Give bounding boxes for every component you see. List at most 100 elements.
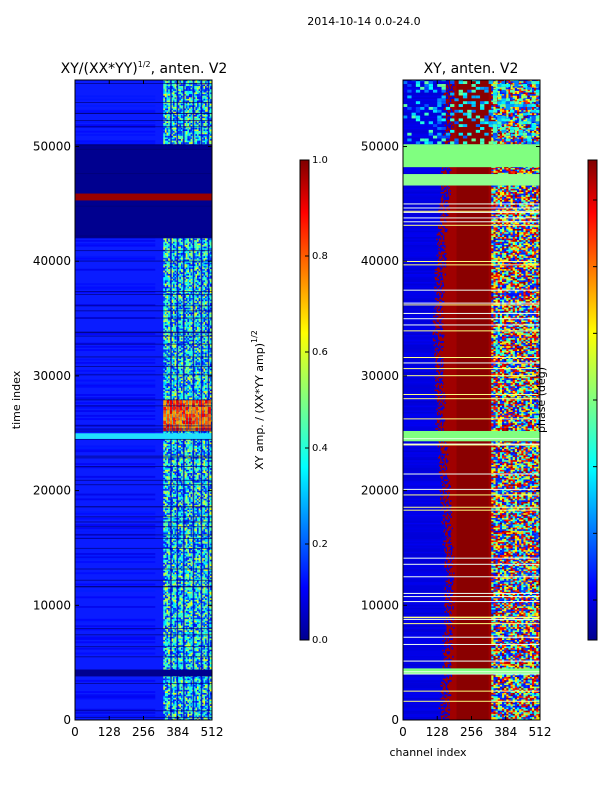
left-heatmap-cell [184,711,187,714]
left-heatmap-cell [166,509,169,512]
left-heatmap-cell [163,482,166,485]
left-heatmap-cell [195,654,198,657]
left-heatmap-cell [197,517,199,520]
left-heatmap-cell [180,628,183,631]
left-heatmap-cell [168,605,171,608]
left-heatmap-cell [195,700,198,703]
left-heatmap-cell [180,633,183,636]
left-heatmap-cell [188,687,191,690]
left-heatmap-cell [205,699,207,702]
left-heatmap-cell [177,567,180,570]
left-heatmap-cell [203,618,206,621]
left-heatmap-cell [168,583,171,586]
left-heatmap-cell [168,676,171,679]
left-heatmap-cell [201,524,204,527]
left-heatmap-cell [198,570,201,573]
left-heatmap-cell [190,638,193,641]
left-heatmap-cell [203,512,206,515]
left-heatmap-cell [171,532,174,535]
left-heatmap-cell [174,588,177,591]
left-heatmap-cell [168,718,171,720]
left-heatmap-cell [193,577,196,579]
left-heatmap-cell [209,702,212,705]
left-heatmap-cell [168,634,171,637]
left-heatmap-cell [188,544,191,547]
left-heatmap-cell [188,495,191,498]
left-heatmap-cell [164,676,167,679]
left-heatmap-cell [195,707,198,710]
left-heatmap-cell [203,583,206,586]
left-heatmap-cell [188,699,191,702]
left-heatmap-cell [168,615,171,618]
left-heatmap-cell [163,522,166,525]
left-heatmap-cell [172,544,175,547]
left-heatmap-cell [168,488,171,491]
left-heatmap-cell [166,503,169,506]
left-heatmap-cell [172,642,175,645]
left-heatmap-cell [193,665,196,668]
left-heatmap-cell [187,713,190,716]
left-heatmap-cell [164,718,167,720]
left-heatmap-cell [201,570,204,573]
left-heatmap-cell [172,630,175,632]
left-heatmap-cell [188,503,191,506]
left-heatmap-cell [193,705,196,708]
left-heatmap-cell [180,586,183,589]
left-heatmap-cell [174,663,177,666]
left-heatmap-cell [209,596,212,599]
left-heatmap-cell [164,702,167,705]
left-heatmap-cell [166,652,169,655]
left-heatmap-cell [166,485,169,488]
left-heatmap-cell [190,634,193,637]
left-heatmap-cell [188,541,191,544]
left-heatmap-cell [188,570,191,573]
left-heatmap-cell [180,509,183,512]
left-heatmap-cell [206,622,209,624]
left-heatmap-cell [190,551,193,554]
left-heatmap-cell [166,530,169,533]
left-heatmap-cell [197,691,199,694]
left-heatmap-cell [164,522,167,525]
left-heatmap-cell [179,612,182,615]
left-heatmap-cell [163,705,166,708]
left-heatmap-cell [206,609,209,612]
left-heatmap-cell [193,610,196,613]
left-heatmap-cell [190,561,193,563]
left-heatmap-cell [195,663,198,666]
left-heatmap-cell [198,561,201,563]
left-heatmap-cell [206,583,209,586]
left-heatmap-cell [185,496,188,499]
left-heatmap-cell [184,614,187,616]
left-heatmap-cell [179,667,182,669]
left-heatmap-cell [177,541,180,544]
left-heatmap-cell [195,644,198,647]
left-heatmap-cell [168,654,171,657]
left-heatmap-cell [185,597,188,600]
left-heatmap-cell [174,623,177,626]
left-heatmap-cell [205,641,207,644]
left-heatmap-cell [205,676,207,679]
left-heatmap-cell [193,700,196,703]
left-heatmap-cell [197,604,199,607]
left-heatmap-cell [168,463,171,465]
left-heatmap-cell [187,559,190,562]
left-heatmap-cell [203,678,206,681]
left-heatmap-cell [174,713,177,716]
left-heatmap-cell [185,475,188,478]
left-heatmap-cell [205,500,207,502]
left-heatmap-cell [195,514,198,517]
left-heatmap-cell [179,541,182,544]
left-heatmap-cell [187,679,190,682]
left-heatmap-cell [203,625,206,628]
left-heatmap-cell [185,554,188,557]
left-heatmap-cell [172,546,175,549]
left-heatmap-cell [187,684,190,687]
left-heatmap-cell [190,471,193,474]
left-heatmap-cell [197,697,199,700]
left-heatmap-cell [203,491,206,494]
left-heatmap-cell [180,625,183,628]
left-heatmap-cell [205,683,207,685]
left-heatmap-cell [177,527,180,530]
left-heatmap-cell [171,551,174,554]
left-heatmap-cell [201,466,204,469]
